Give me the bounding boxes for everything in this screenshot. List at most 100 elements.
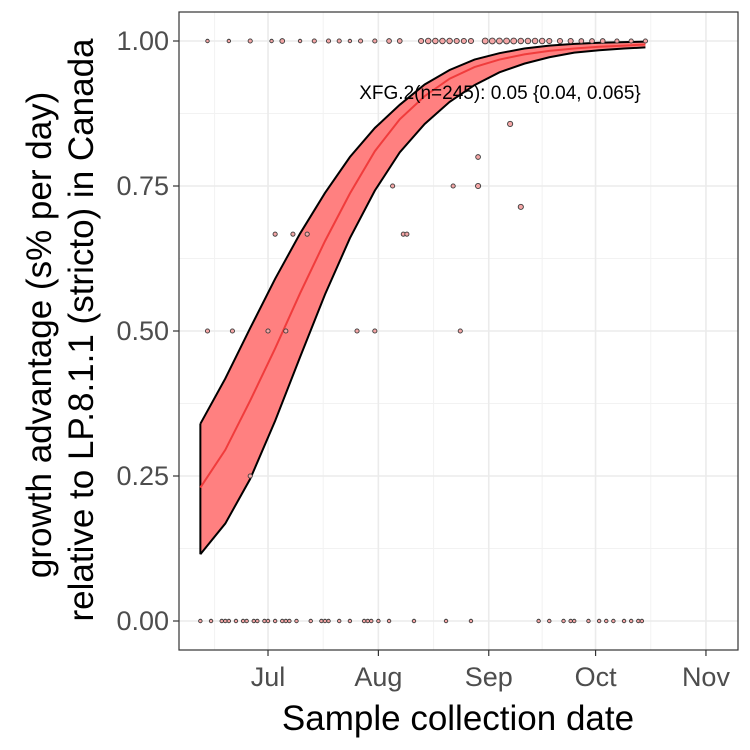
y-tick-label: 1.00 [116,26,169,56]
x-tick-label: Nov [682,662,731,692]
data-point [347,618,353,624]
data-point [280,618,285,624]
data-point [424,37,432,45]
ribbon-lower-bound [199,46,646,555]
data-point [205,38,210,44]
data-point [481,37,489,45]
data-point [255,618,260,624]
data-point [251,618,256,624]
data-point [596,618,602,624]
data-point [468,618,474,624]
data-point [439,37,446,45]
model-annotation: XFG.2(n=245): 0.05 {0.04, 0.065} [359,83,641,104]
ribbon-upper-bound [199,40,646,425]
data-point [247,473,253,479]
data-point [599,38,606,44]
data-point [446,37,453,45]
data-point [304,231,310,237]
data-point [524,37,532,45]
data-point [589,38,595,44]
data-point [556,37,564,45]
data-point [336,38,342,44]
data-point [376,618,381,624]
data-point [233,618,239,624]
x-tick-label: Sep [465,662,513,692]
data-point [572,618,577,624]
data-point [294,618,299,624]
y-tick-label: 0.50 [116,316,169,346]
data-point [507,120,514,127]
data-point [372,328,378,334]
x-axis: Jul Aug Sep Oct Nov [251,650,731,692]
data-point [567,37,574,45]
x-tick-label: Aug [354,662,402,692]
data-point [319,618,324,624]
data-point [418,37,425,45]
data-point [628,38,634,44]
y-tick-label: 0.25 [116,461,169,491]
data-point [517,37,525,45]
y-axis-title-line-2: relative to LP.8.1.1 (stricto) in Canada [62,38,101,622]
y-tick-label: 0.75 [116,171,169,201]
data-point [272,231,278,237]
data-point [244,618,249,624]
data-point [460,37,467,45]
data-point [475,182,482,190]
data-point [547,618,552,624]
data-point [229,328,235,334]
data-point [265,618,271,624]
data-point [411,618,417,624]
data-point [636,618,641,624]
data-point [467,37,475,45]
data-point [265,328,271,334]
data-point [561,618,566,624]
data-point [568,618,573,624]
data-point [219,618,224,624]
y-axis: 0.00 0.25 0.50 0.75 1.00 [116,26,179,636]
fit-line [199,43,646,489]
data-point [538,37,546,45]
data-point [390,183,396,189]
data-point [358,38,364,44]
data-point [488,37,496,45]
data-point [208,618,214,624]
data-point [240,618,246,624]
data-point [365,618,370,624]
data-point [372,38,378,44]
data-point [614,38,620,44]
data-point [269,38,274,44]
data-point [226,38,232,44]
data-point [586,618,591,624]
data-point [322,618,328,624]
data-point [611,618,616,624]
data-point [396,38,403,44]
data-point [290,231,296,237]
data-point [404,231,410,237]
y-axis-title: growth advantage (s% per day) relative t… [20,38,101,622]
confidence-ribbon [200,41,646,555]
data-point [287,618,292,624]
data-point [604,618,609,624]
data-point [337,618,342,624]
data-point [621,618,627,624]
data-point [510,37,518,45]
data-point [272,618,278,624]
data-point [457,328,463,334]
data-point [536,618,541,624]
data-point [642,38,648,44]
data-point [311,38,317,44]
data-point [283,328,289,334]
data-point [279,38,286,44]
data-point [450,183,456,189]
x-tick-label: Oct [575,662,618,692]
data-point [354,328,360,334]
data-point [247,38,253,44]
data-point [369,618,374,624]
data-point [198,618,203,624]
data-point [453,37,460,45]
x-axis-title: Sample collection date [282,699,634,738]
data-point [262,618,267,624]
data-point [517,203,524,210]
y-axis-title-line-1: growth advantage (s% per day) [20,92,59,578]
